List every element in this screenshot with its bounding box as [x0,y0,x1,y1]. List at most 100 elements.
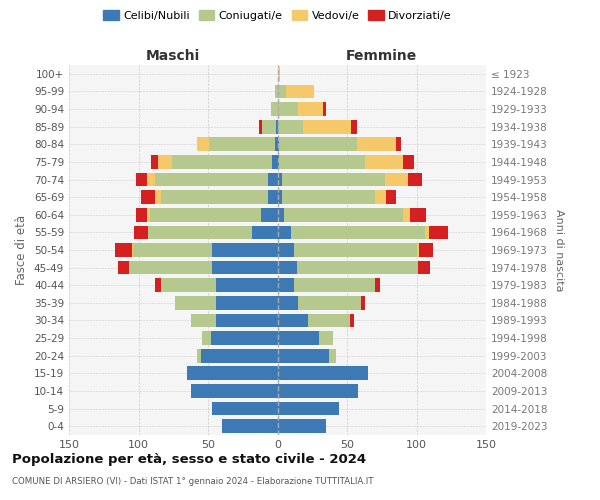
Bar [350,314,354,328]
Bar [425,226,429,239]
Bar [212,260,277,274]
Bar [361,296,365,310]
Bar [297,260,418,274]
Bar [277,155,279,169]
Bar [294,278,375,292]
Bar [277,384,358,398]
Bar [308,314,350,328]
Bar [136,208,147,222]
Bar [277,120,302,134]
Bar [191,314,217,328]
Bar [294,243,416,257]
Bar [416,243,419,257]
Bar [286,84,314,98]
Bar [277,208,284,222]
Text: COMUNE DI ARSIERO (VI) - Dati ISTAT 1° gennaio 2024 - Elaborazione TUTTITALIA.IT: COMUNE DI ARSIERO (VI) - Dati ISTAT 1° g… [12,478,373,486]
Bar [272,155,277,169]
Bar [385,172,408,186]
Bar [275,84,277,98]
Bar [129,260,212,274]
Bar [191,384,277,398]
Bar [118,260,129,274]
Bar [277,260,297,274]
Bar [284,208,403,222]
Bar [403,155,414,169]
Bar [197,349,201,362]
Bar [279,138,357,151]
Bar [277,67,280,80]
Bar [212,243,277,257]
Bar [147,172,155,186]
Bar [268,190,277,204]
Bar [277,190,281,204]
Bar [136,172,147,186]
Bar [277,226,292,239]
Bar [277,138,279,151]
Bar [277,102,298,116]
Bar [271,102,277,116]
Bar [211,331,277,345]
Bar [261,208,277,222]
Bar [217,296,277,310]
Bar [277,296,298,310]
Bar [149,208,261,222]
Bar [134,226,148,239]
Bar [281,190,375,204]
Bar [365,155,403,169]
Bar [131,243,133,257]
Bar [222,420,277,433]
Bar [268,172,277,186]
Bar [187,366,277,380]
Bar [277,402,338,415]
Bar [419,243,433,257]
Bar [161,278,217,292]
Bar [217,278,277,292]
Bar [429,226,448,239]
Bar [253,226,277,239]
Bar [323,102,326,116]
Bar [277,331,319,345]
Bar [155,278,161,292]
Bar [292,226,425,239]
Bar [386,190,395,204]
Bar [158,155,172,169]
Bar [375,190,386,204]
Y-axis label: Fasce di età: Fasce di età [16,215,28,285]
Bar [277,349,329,362]
Bar [298,296,361,310]
Bar [357,138,395,151]
Bar [418,260,430,274]
Bar [212,402,277,415]
Text: Popolazione per età, sesso e stato civile - 2024: Popolazione per età, sesso e stato civil… [12,452,366,466]
Legend: Celibi/Nubili, Coniugati/e, Vedovi/e, Divorziati/e: Celibi/Nubili, Coniugati/e, Vedovi/e, Di… [98,6,457,25]
Bar [202,331,211,345]
Bar [275,138,277,151]
Bar [161,190,268,204]
Bar [133,243,212,257]
Bar [329,349,336,362]
Text: Femmine: Femmine [346,48,418,62]
Bar [217,314,277,328]
Bar [276,120,277,134]
Bar [151,155,158,169]
Bar [298,102,323,116]
Bar [403,208,410,222]
Bar [279,155,365,169]
Bar [277,243,294,257]
Bar [262,120,276,134]
Bar [155,190,161,204]
Y-axis label: Anni di nascita: Anni di nascita [554,209,564,291]
Bar [277,314,308,328]
Bar [155,172,268,186]
Bar [175,296,217,310]
Bar [201,349,277,362]
Bar [277,278,294,292]
Bar [277,84,286,98]
Bar [408,172,422,186]
Bar [277,420,326,433]
Bar [172,155,272,169]
Bar [302,120,351,134]
Bar [147,208,149,222]
Bar [281,172,385,186]
Bar [319,331,333,345]
